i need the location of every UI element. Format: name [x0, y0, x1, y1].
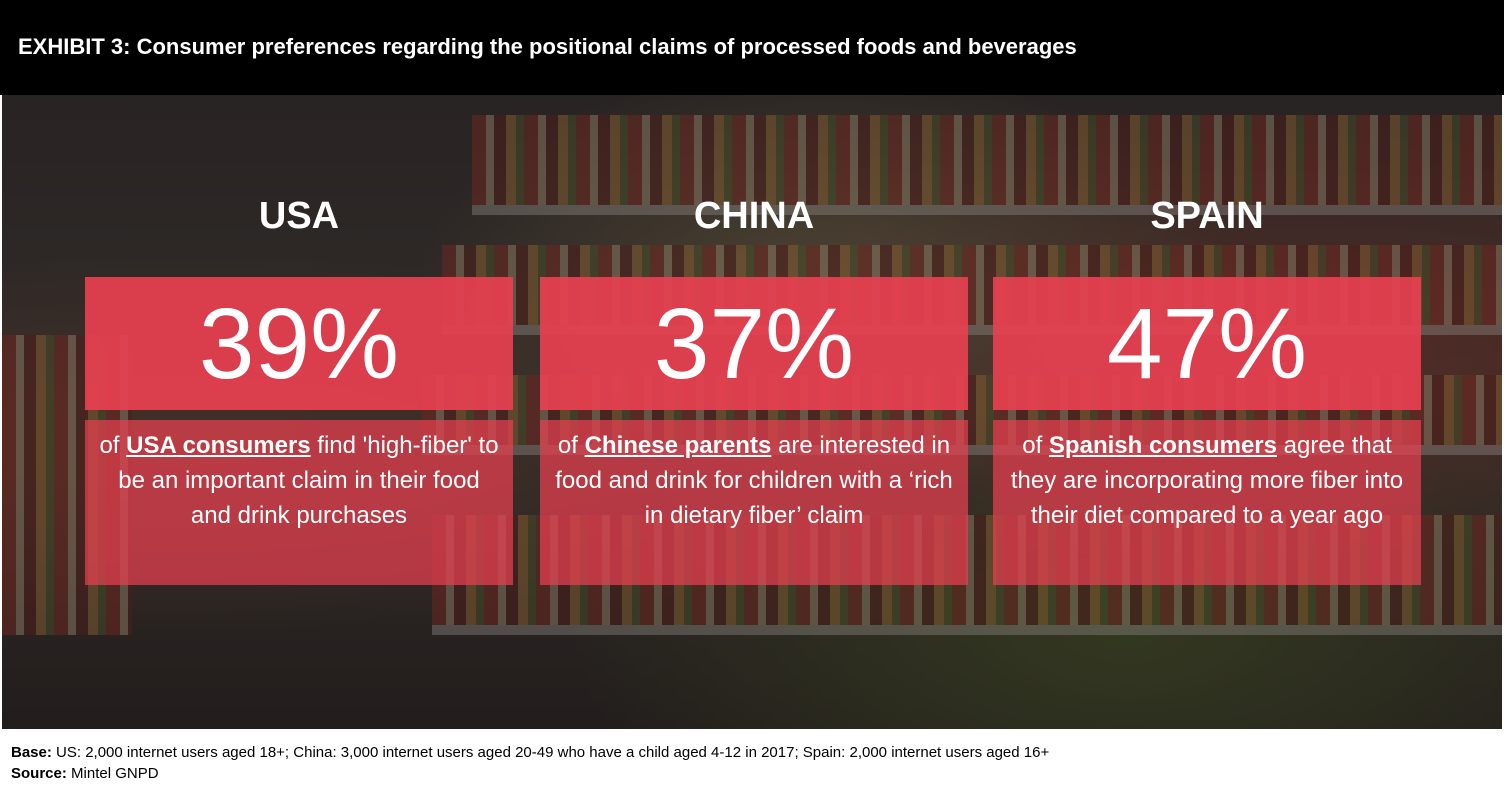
source-text: Mintel GNPD: [66, 765, 159, 782]
desc-body: agree that they are incorporating more f…: [1010, 432, 1404, 529]
desc-prefix: of: [557, 432, 585, 459]
stat-box-spain: 47%: [993, 277, 1421, 410]
percent-value-china: 37%: [653, 287, 855, 400]
desc-highlight-china: Chinese parents: [584, 432, 772, 459]
stat-box-usa: 39%: [85, 277, 513, 410]
percent-value-spain: 47%: [1106, 287, 1308, 400]
base-footnote: Base: US: 2,000 internet users aged 18+;…: [11, 744, 1049, 761]
supermarket-background-image: USA 39% of USA consumers find 'high-fibe…: [2, 95, 1502, 729]
source-label: Source:: [11, 765, 67, 782]
percent-value-usa: 39%: [198, 287, 400, 400]
stat-box-china: 37%: [540, 277, 968, 410]
description-box-china: of Chinese parents are interested in foo…: [540, 420, 968, 585]
country-label-china: CHINA: [693, 195, 815, 237]
desc-body: are interested in food and drink for chi…: [555, 432, 953, 529]
country-label-usa: USA: [258, 195, 340, 237]
description-box-usa: of USA consumers find 'high-fiber' to be…: [85, 420, 513, 585]
description-box-spain: of Spanish consumers agree that they are…: [993, 420, 1421, 585]
desc-prefix: of: [1022, 432, 1049, 459]
desc-highlight-usa: USA consumers: [126, 432, 311, 459]
desc-body: find 'high-fiber' to be an important cla…: [118, 432, 499, 529]
base-text: US: 2,000 internet users aged 18+; China…: [51, 744, 1050, 761]
source-footnote: Source: Mintel GNPD: [11, 765, 159, 782]
country-label-spain: SPAIN: [1150, 195, 1264, 237]
base-label: Base:: [11, 744, 52, 761]
title-bar: EXHIBIT 3: Consumer preferences regardin…: [0, 0, 1504, 95]
desc-prefix: of: [99, 432, 127, 459]
desc-highlight-spain: Spanish consumers: [1048, 432, 1277, 459]
page-title: EXHIBIT 3: Consumer preferences regardin…: [18, 34, 1077, 59]
